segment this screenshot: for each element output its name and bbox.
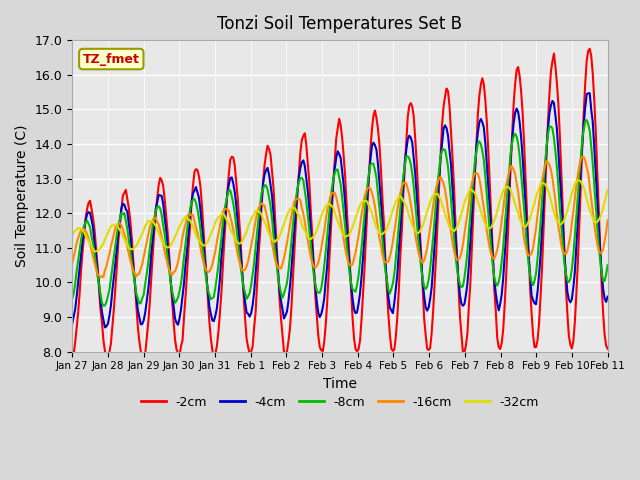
-4cm — [247, 311, 255, 316]
-32cm — [229, 232, 237, 238]
-8cm — [229, 200, 237, 206]
-8cm — [100, 303, 108, 309]
-4cm — [304, 189, 312, 194]
-8cm — [136, 300, 143, 306]
-4cm — [229, 180, 237, 186]
-4cm — [604, 294, 611, 300]
-16cm — [304, 238, 312, 244]
-2cm — [102, 357, 110, 362]
-4cm — [68, 321, 76, 327]
Text: TZ_fmet: TZ_fmet — [83, 53, 140, 66]
-32cm — [68, 232, 76, 238]
-8cm — [68, 296, 76, 302]
Line: -32cm: -32cm — [72, 180, 607, 252]
-32cm — [304, 234, 312, 240]
-2cm — [247, 349, 255, 355]
-2cm — [575, 224, 583, 229]
-16cm — [604, 217, 611, 223]
-2cm — [604, 346, 611, 352]
Legend: -2cm, -4cm, -8cm, -16cm, -32cm: -2cm, -4cm, -8cm, -16cm, -32cm — [136, 391, 544, 414]
-8cm — [304, 213, 312, 219]
-16cm — [97, 274, 104, 280]
-2cm — [256, 230, 264, 236]
-32cm — [136, 237, 143, 242]
-2cm — [304, 161, 312, 167]
-16cm — [256, 202, 264, 208]
Line: -2cm: -2cm — [72, 49, 607, 360]
-8cm — [583, 117, 591, 123]
Line: -4cm: -4cm — [72, 93, 607, 327]
-32cm — [604, 187, 611, 193]
-2cm — [586, 46, 593, 52]
-8cm — [575, 172, 583, 178]
-4cm — [256, 215, 264, 220]
-16cm — [68, 261, 76, 266]
-8cm — [247, 282, 255, 288]
-16cm — [136, 271, 143, 276]
-32cm — [577, 179, 584, 184]
-2cm — [68, 354, 76, 360]
-16cm — [247, 243, 255, 249]
-16cm — [579, 154, 586, 160]
-4cm — [101, 324, 109, 330]
-16cm — [229, 227, 237, 232]
-8cm — [256, 203, 264, 208]
Line: -16cm: -16cm — [72, 157, 607, 277]
-4cm — [136, 314, 143, 320]
-2cm — [229, 155, 237, 160]
-2cm — [136, 338, 143, 344]
-32cm — [247, 216, 255, 222]
-32cm — [256, 210, 264, 216]
-32cm — [91, 249, 99, 255]
Line: -8cm: -8cm — [72, 120, 607, 306]
Y-axis label: Soil Temperature (C): Soil Temperature (C) — [15, 125, 29, 267]
-32cm — [574, 177, 582, 183]
-4cm — [575, 193, 583, 199]
-8cm — [604, 263, 611, 268]
Title: Tonzi Soil Temperatures Set B: Tonzi Soil Temperatures Set B — [218, 15, 462, 33]
-4cm — [586, 90, 593, 96]
-16cm — [575, 163, 583, 169]
X-axis label: Time: Time — [323, 377, 357, 391]
